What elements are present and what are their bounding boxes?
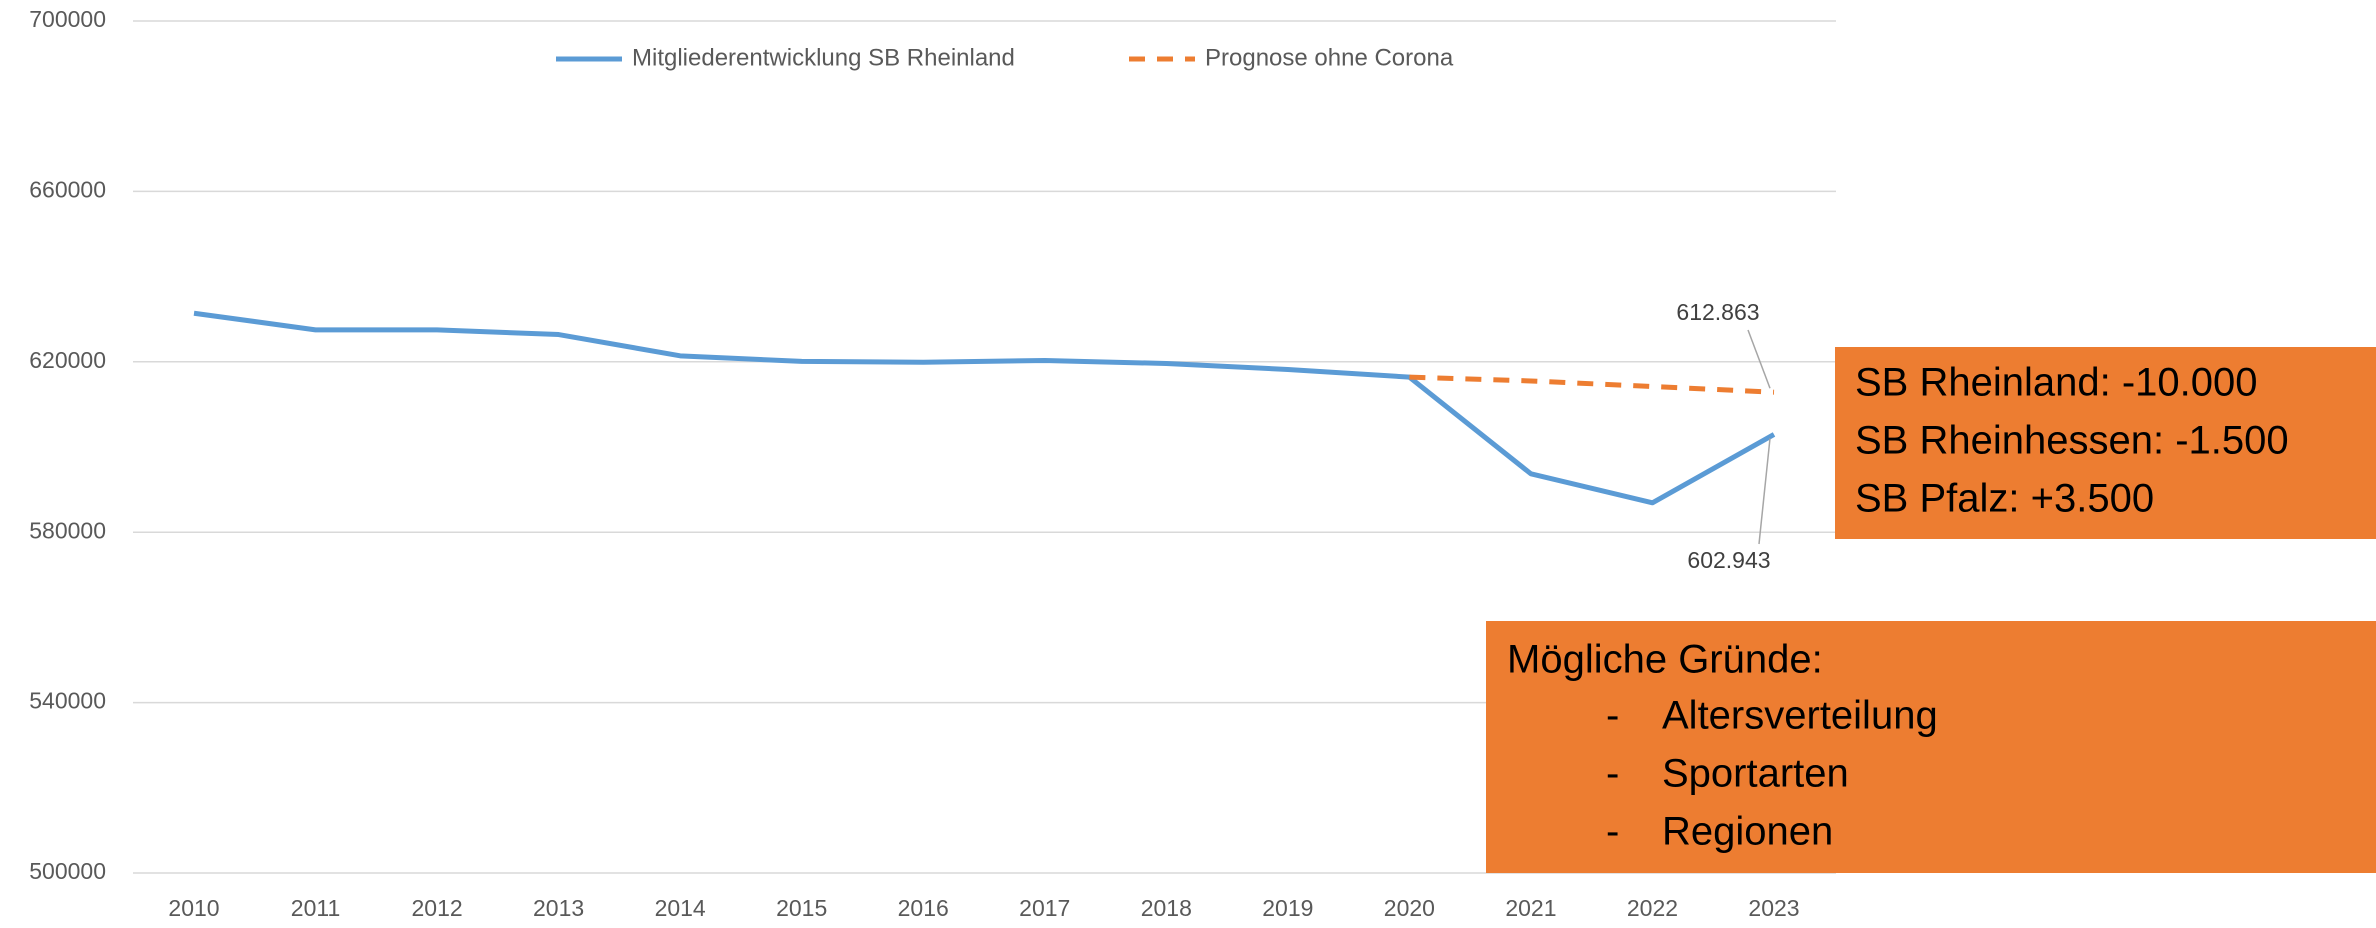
x-tick-label: 2013 — [533, 895, 584, 921]
annotation-title: Mögliche Gründe: — [1507, 638, 1823, 682]
annotation-marker: - — [1606, 752, 1619, 796]
annotation-item: Sportarten — [1662, 752, 1849, 796]
x-tick-label: 2023 — [1748, 895, 1799, 921]
data-label: 612.863 — [1676, 299, 1759, 325]
annotation-box — [1835, 347, 2376, 539]
y-tick-label: 700000 — [29, 6, 106, 32]
y-tick-label: 540000 — [29, 688, 106, 714]
x-tick-label: 2021 — [1505, 895, 1556, 921]
x-tick-label: 2015 — [776, 895, 827, 921]
annotation-text: SB Rheinland: -10.000 — [1855, 361, 2258, 405]
legend-label: Prognose ohne Corona — [1205, 44, 1454, 71]
x-tick-label: 2017 — [1019, 895, 1070, 921]
x-tick-label: 2019 — [1262, 895, 1313, 921]
y-tick-label: 580000 — [29, 517, 106, 543]
y-tick-label: 660000 — [29, 176, 106, 202]
leader-line — [1758, 438, 1771, 545]
annotation-marker: - — [1606, 694, 1619, 738]
annotation-box — [1486, 621, 2376, 873]
legend-label: Mitgliederentwicklung SB Rheinland — [632, 44, 1015, 71]
y-tick-label: 620000 — [29, 347, 106, 373]
x-tick-label: 2022 — [1627, 895, 1678, 921]
x-tick-label: 2018 — [1141, 895, 1192, 921]
data-label: 602.943 — [1687, 547, 1770, 573]
annotation-text: SB Pfalz: +3.500 — [1855, 477, 2154, 521]
x-tick-label: 2016 — [898, 895, 949, 921]
x-tick-label: 2020 — [1384, 895, 1435, 921]
x-tick-label: 2014 — [655, 895, 706, 921]
leader-line — [1747, 329, 1771, 389]
line-series — [1409, 374, 1775, 395]
annotation-marker: - — [1606, 810, 1619, 854]
x-tick-label: 2012 — [411, 895, 462, 921]
x-tick-label: 2010 — [168, 895, 219, 921]
annotation-item: Altersverteilung — [1662, 694, 1938, 738]
annotation-item: Regionen — [1662, 810, 1833, 854]
annotation-text: SB Rheinhessen: -1.500 — [1855, 419, 2289, 463]
line-series — [193, 310, 1776, 506]
x-tick-label: 2011 — [291, 895, 340, 921]
y-tick-label: 500000 — [29, 858, 106, 884]
